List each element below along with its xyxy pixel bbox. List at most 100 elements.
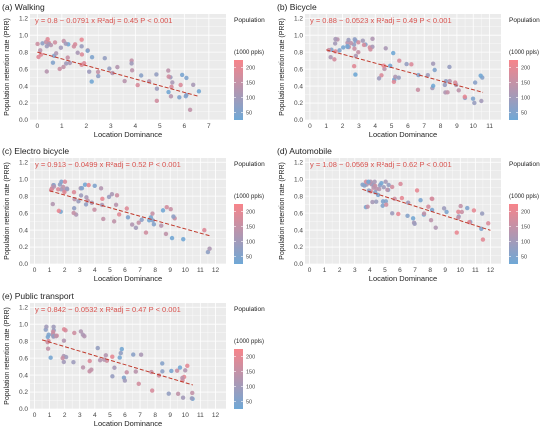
legend-subtitle: (1000 ppls) [509,50,539,56]
data-point [124,370,129,375]
data-point [356,49,361,55]
data-point [61,359,67,365]
data-point [328,55,333,60]
y-tick-label: 0.8 [19,49,28,56]
panel-0: (a) Walking 0 1 2 3 4 5 6 7 0.0 0.2 0.4 0.6 0.8 1.0 1.2… [2,2,265,139]
legend-tick-label: 50 [246,111,252,117]
legend: Population (1000 ppls) 50 100 150 200 [509,161,540,264]
y-tick-label: 0.6 [294,210,303,217]
data-point [99,202,105,208]
data-point [118,350,123,356]
data-point [103,353,109,358]
x-tick-label: 9 [455,123,459,130]
data-point [370,199,375,205]
data-point [169,368,174,374]
legend-colorbar [234,349,243,409]
data-point [416,72,421,78]
data-point [360,38,366,43]
x-tick-label: 4 [373,123,377,130]
data-point [352,37,357,42]
data-point [456,88,461,93]
data-point [385,187,390,193]
data-point [426,204,431,209]
legend-tick-label: 200 [521,66,530,72]
x-tick-label: 7 [207,123,211,130]
data-point [138,352,144,357]
legend-tick-label: 100 [246,240,255,246]
data-point [177,95,182,100]
y-tick-label: 0.4 [19,83,28,90]
x-tick-label: 4 [93,412,97,419]
regression-line [362,188,491,231]
data-point [154,86,160,91]
data-point [372,179,377,184]
x-tick-label: 5 [108,412,112,419]
data-point [160,361,165,366]
data-point [122,378,128,383]
data-point [83,202,89,207]
x-tick-label: 6 [183,123,187,130]
data-point [379,73,384,78]
regression-equation: y = 0.88 − 0.0523 x R²adj = 0.49 P < 0.0… [310,16,452,25]
data-point [53,51,59,56]
y-tick-label: 0.4 [294,227,303,234]
data-point [433,225,438,230]
data-point [414,188,420,193]
data-point [44,324,49,329]
data-point [60,355,65,361]
data-point [430,61,436,66]
plot-area [305,158,501,264]
y-tick-label: 0.6 [19,66,28,73]
x-tick-label: 12 [212,412,220,419]
y-tick-label: 1.2 [294,159,303,166]
data-point [45,36,50,42]
data-point [381,63,386,68]
y-tick-label: 0.8 [294,193,303,200]
legend-tick-label: 100 [521,96,530,102]
x-tick-label: 8 [439,123,443,130]
y-tick-label: 0.6 [19,355,28,362]
legend-tick-label: 200 [246,210,255,216]
data-point [143,230,149,235]
data-point [178,82,183,88]
y-tick-label: 0.2 [19,100,28,107]
data-point [383,199,389,204]
regression-equation: y = 1.08 − 0.0569 x R²adj = 0.62 P < 0.0… [310,160,452,169]
data-point [389,184,395,190]
data-point [170,80,175,85]
data-point [441,206,447,211]
panel-1: (b) Bicycle 0 1 2 3 4 5 6 7 8 9 10 11 0.0 0.2 0.4 0.6 0.8… [277,2,540,139]
data-point [346,37,351,43]
data-point [63,61,69,66]
data-point [202,227,207,233]
data-point [85,198,90,203]
legend: Population (1000 ppls) 50 100 150 200 [234,306,265,409]
x-tick-label: 1 [48,267,52,274]
x-tick-label: 7 [138,267,142,274]
data-point [133,225,139,231]
data-point [51,324,56,330]
data-point [71,206,77,211]
y-axis-title: Population retention rate (PRR) [279,18,286,116]
x-tick-label: 6 [123,267,127,274]
data-point [159,223,164,228]
data-point [122,78,127,84]
data-point [456,215,461,220]
panel-label: (b) Bicycle [277,2,317,12]
data-point [131,352,136,357]
data-point [383,46,388,51]
data-point [380,203,385,208]
data-point [129,222,135,227]
x-tick-label: 0 [33,412,37,419]
data-point [366,179,371,184]
data-point [95,345,100,351]
x-tick-label: 8 [428,267,432,274]
data-point [96,73,101,79]
data-point [44,44,50,49]
data-point [191,82,196,87]
data-point [465,205,470,211]
data-point [85,48,90,53]
data-point [185,363,190,369]
data-point [101,216,106,222]
x-tick-label: 6 [398,267,402,274]
